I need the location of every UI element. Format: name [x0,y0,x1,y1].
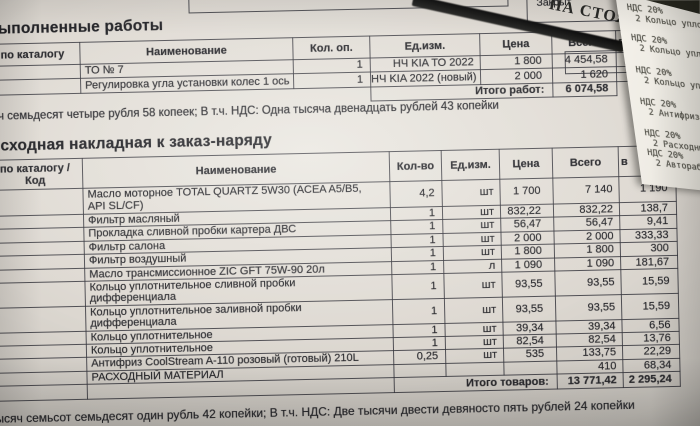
col-qty: Кол-во [389,150,442,182]
works-total-label: Итого работ: [370,83,554,102]
col-unit: Ед.изм. [441,149,500,181]
cell-unit: л [443,259,502,274]
cell-price: 39,34 [502,321,557,336]
works-section-title: ыполненные работы [0,17,164,38]
cell-price: 832,22 [500,204,554,219]
invoice-total-value: 13 771,42 [557,372,624,390]
cell-unit: шт [442,218,501,234]
receipt-group: НДС 20% 2 Антифриз С [640,97,700,130]
receipt-group: НДС 20% 2 Кольцо упло [635,65,700,98]
cell-total: 133,75 [556,345,623,362]
cell-price: 93,55 [501,271,556,298]
cell-qty: 1 [393,336,446,351]
cell-price: 1 700 [499,178,554,206]
cell-vat: 300 [620,241,678,257]
cell-price: 93,55 [502,296,556,323]
invoice-amount-in-words: ать тысяч семьсот семьдесят один рубль 4… [0,397,635,426]
cell-total: 93,55 [554,269,622,297]
cell-vat: 138,7 [619,201,677,216]
cell-unit: шт [443,272,503,299]
col-price: Цена [479,32,553,56]
cell-total: 93,55 [555,294,622,322]
cell-vat: 15,59 [620,268,679,295]
cell-total: 1 800 [554,242,621,259]
cell-qty: 1 [390,233,444,248]
cell-vat: 6,56 [621,318,680,333]
cell-qty: 1 [391,246,444,262]
cell-vat: 181,67 [620,255,678,270]
cell-price: 535 [503,347,557,363]
cell-catalog [0,384,88,402]
cell-unit: шт [442,205,501,220]
cell-catalog [0,188,84,217]
cell-vat: 15,59 [621,293,679,320]
cell-unit: шт [444,297,503,324]
cell-price: 1 800 [501,244,555,260]
cell-qty [393,363,447,378]
col-qty: Кол. оп. [292,36,371,60]
cell-price: 56,47 [500,217,554,233]
col-catalog: по каталогу / Код [0,158,83,191]
cell-qty: 0,25 [393,349,446,365]
cell-qty: 1 [293,72,371,89]
cell-unit: шт [441,179,501,207]
cell-qty: 4,2 [389,180,443,208]
cell-price: 1 090 [501,258,555,273]
cell-unit: шт [443,245,502,261]
cell-catalog [0,281,86,309]
cell-total: 1 620 [552,66,617,84]
invoice-section-title: сходная накладная к заказ-наряду [0,131,273,155]
works-total-value: 6 074,58 [552,81,618,98]
invoice-total-label: Итого товаров: [394,374,558,393]
cell-price: 2 000 [480,68,553,85]
cell-catalog [0,306,87,334]
cell-vat: 9,41 [619,214,677,230]
cell-vat: 68,34 [622,358,681,373]
cell-total: 7 140 [552,176,620,205]
catalog-header-line2: Код [24,174,46,187]
cell-vat: 13,76 [622,331,680,346]
cell-unit: шт [445,348,504,364]
receipt-group: НДС 20% 2 Кольцо уплот [631,33,700,66]
cell-unit: шт [442,232,502,247]
col-total: Всего [552,146,619,179]
cell-unit: шт [445,335,504,350]
cell-price: 82,54 [503,334,557,349]
cell-total: 4 454,58 [552,52,617,69]
cell-qty: 1 [390,206,443,221]
cell-qty: 1 [391,260,444,275]
cell-qty: 1 [391,273,445,300]
cell-qty: 1 [390,219,443,235]
cell-price [503,361,558,376]
col-unit: Ед.изм. [369,33,481,59]
col-price: Цена [499,148,553,180]
cell-qty: 1 [392,323,446,338]
cell-vat: 22,29 [622,344,680,360]
cell-qty: 1 [392,298,445,325]
receipt-group: НДС 20% 2 Авторабот [647,148,700,181]
cell-unit [445,362,505,377]
invoice-total-vat: 2 295,24 [623,371,681,388]
cell-total: 56,47 [553,215,620,232]
cell-unit: шт [444,322,504,337]
receipt-group: НДС 20% 2 Кольцо уплотни [626,3,700,36]
catalog-header-line1: по каталогу / [0,161,71,176]
invoice-table: по каталогу / Код Наименование Кол-во Ед… [0,145,681,402]
col-catalog: по каталогу [0,42,81,67]
cell-vat: 333,33 [619,228,678,243]
cell-price: 2 000 [500,231,555,246]
